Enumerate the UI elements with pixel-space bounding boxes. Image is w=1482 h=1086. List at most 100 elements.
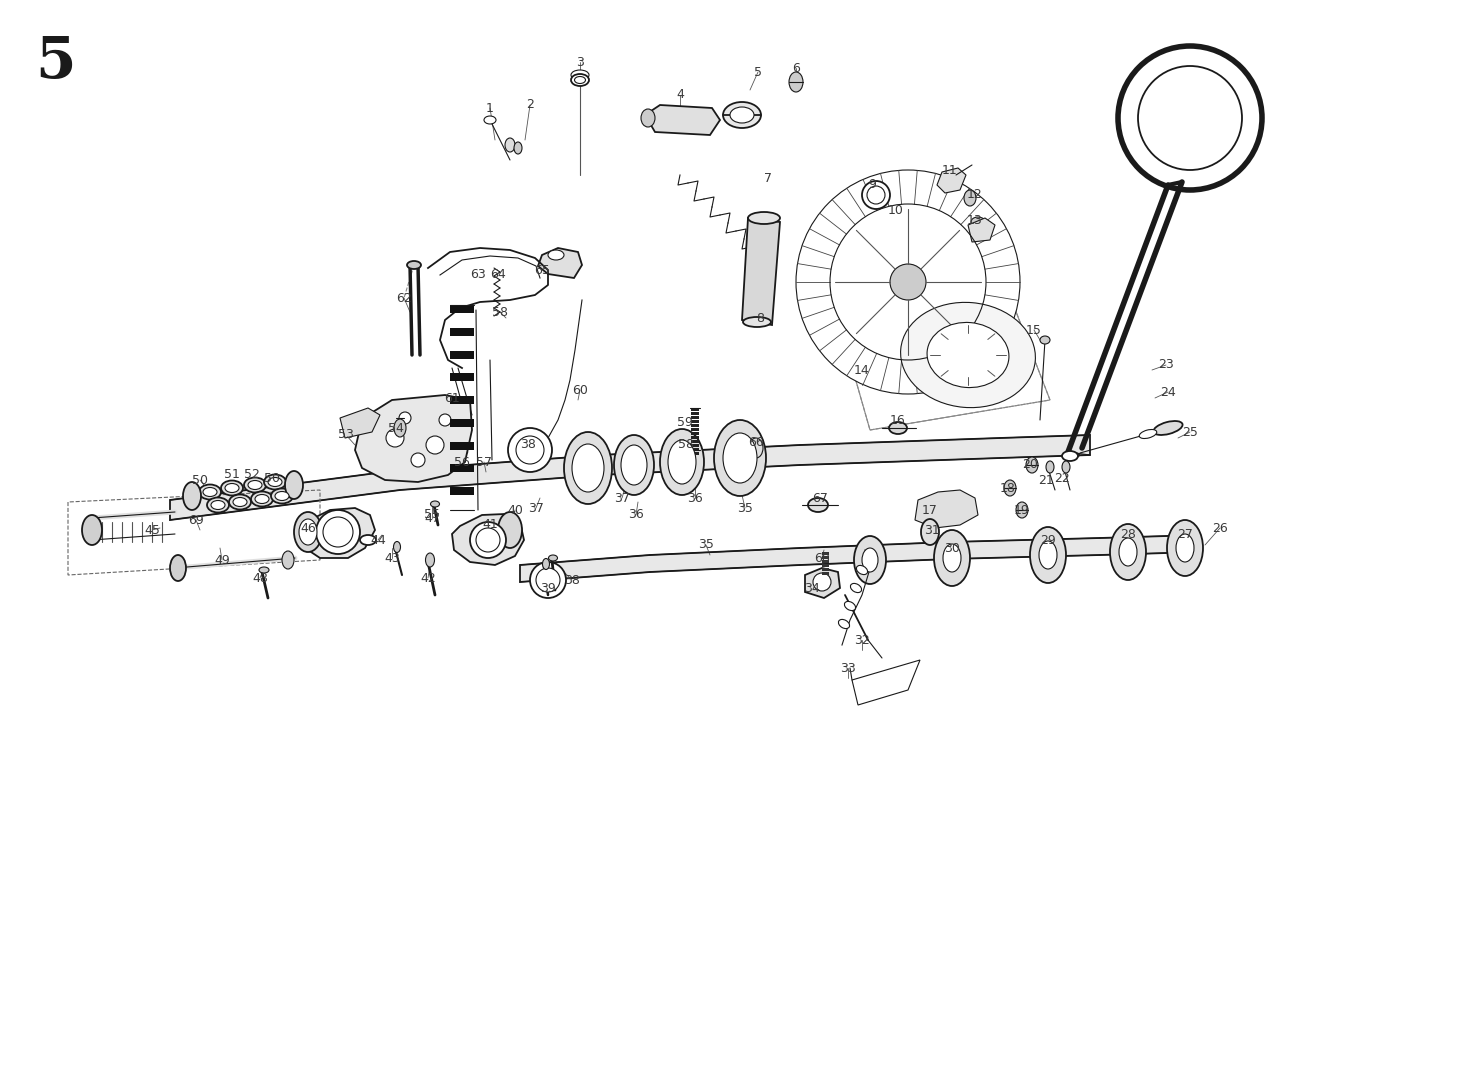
Text: 25: 25 <box>1183 426 1197 439</box>
Polygon shape <box>538 248 582 278</box>
Bar <box>691 435 700 439</box>
Bar <box>821 560 828 563</box>
Polygon shape <box>805 568 840 598</box>
Text: 10: 10 <box>888 203 904 216</box>
Bar <box>451 374 474 381</box>
Polygon shape <box>742 218 780 325</box>
Circle shape <box>323 517 353 547</box>
Text: 69: 69 <box>188 514 205 527</box>
Ellipse shape <box>863 548 877 572</box>
Ellipse shape <box>233 497 247 506</box>
Ellipse shape <box>485 116 496 124</box>
Ellipse shape <box>425 553 434 567</box>
Text: 2: 2 <box>526 99 534 112</box>
Ellipse shape <box>199 484 221 500</box>
Text: 59: 59 <box>677 416 694 429</box>
Ellipse shape <box>1110 525 1146 580</box>
Ellipse shape <box>714 420 766 496</box>
Text: 9: 9 <box>868 178 876 191</box>
Text: 23: 23 <box>1157 358 1174 371</box>
Ellipse shape <box>182 482 202 510</box>
Ellipse shape <box>748 212 780 224</box>
Bar <box>451 419 474 427</box>
Bar <box>451 351 474 358</box>
Ellipse shape <box>934 530 971 586</box>
Ellipse shape <box>1063 451 1077 460</box>
Ellipse shape <box>505 138 516 152</box>
Text: 19: 19 <box>1014 504 1030 517</box>
Text: 29: 29 <box>1040 533 1055 546</box>
Bar <box>691 444 700 447</box>
Ellipse shape <box>1017 502 1029 518</box>
Text: 64: 64 <box>491 268 505 281</box>
Ellipse shape <box>1039 541 1057 569</box>
Ellipse shape <box>1166 520 1203 576</box>
Text: 34: 34 <box>805 581 820 594</box>
Polygon shape <box>339 408 379 438</box>
Bar <box>821 568 828 571</box>
Ellipse shape <box>221 480 243 495</box>
Ellipse shape <box>203 488 216 496</box>
Bar <box>821 556 828 559</box>
Ellipse shape <box>299 519 317 545</box>
Ellipse shape <box>742 317 771 327</box>
Text: 46: 46 <box>301 521 316 534</box>
Text: 54: 54 <box>388 421 405 434</box>
Text: 57: 57 <box>476 455 492 468</box>
Ellipse shape <box>572 444 605 492</box>
Text: 63: 63 <box>470 268 486 281</box>
Bar <box>451 488 474 495</box>
Circle shape <box>796 171 1020 394</box>
Ellipse shape <box>430 501 440 507</box>
Text: 26: 26 <box>1212 521 1229 534</box>
Text: 43: 43 <box>384 552 400 565</box>
Text: 39: 39 <box>539 581 556 594</box>
Bar <box>691 440 700 443</box>
Text: 55: 55 <box>424 507 440 520</box>
Circle shape <box>385 429 405 447</box>
Ellipse shape <box>170 555 187 581</box>
Ellipse shape <box>920 519 940 545</box>
Circle shape <box>891 264 926 300</box>
Ellipse shape <box>210 501 225 509</box>
Circle shape <box>1117 46 1263 190</box>
Text: 62: 62 <box>396 291 412 304</box>
Bar <box>451 442 474 450</box>
Circle shape <box>316 510 360 554</box>
Circle shape <box>516 435 544 464</box>
Circle shape <box>867 186 885 204</box>
Ellipse shape <box>845 602 855 610</box>
Ellipse shape <box>1046 460 1054 473</box>
Ellipse shape <box>1177 534 1194 561</box>
Bar <box>821 564 828 567</box>
Polygon shape <box>170 435 1089 520</box>
Polygon shape <box>914 490 978 528</box>
Ellipse shape <box>1026 457 1037 473</box>
Ellipse shape <box>247 480 262 490</box>
Text: 38: 38 <box>520 439 536 452</box>
Text: 37: 37 <box>614 492 630 505</box>
Text: 1: 1 <box>486 101 494 114</box>
Ellipse shape <box>1030 527 1066 583</box>
Text: 58: 58 <box>677 439 694 452</box>
Ellipse shape <box>408 261 421 269</box>
Ellipse shape <box>1040 336 1051 344</box>
Bar <box>451 305 474 313</box>
Ellipse shape <box>268 478 282 487</box>
Circle shape <box>476 528 499 552</box>
Text: 51: 51 <box>224 468 240 481</box>
Text: 67: 67 <box>812 492 828 505</box>
Circle shape <box>399 412 411 424</box>
Circle shape <box>863 181 891 209</box>
Text: 47: 47 <box>424 512 440 525</box>
Text: 22: 22 <box>1054 471 1070 484</box>
Text: 14: 14 <box>854 364 870 377</box>
Ellipse shape <box>230 494 250 509</box>
Text: 36: 36 <box>628 508 643 521</box>
Bar <box>451 328 474 336</box>
Polygon shape <box>302 508 375 558</box>
Ellipse shape <box>225 483 239 492</box>
Ellipse shape <box>1140 429 1157 439</box>
Circle shape <box>470 522 505 558</box>
Ellipse shape <box>271 489 293 504</box>
